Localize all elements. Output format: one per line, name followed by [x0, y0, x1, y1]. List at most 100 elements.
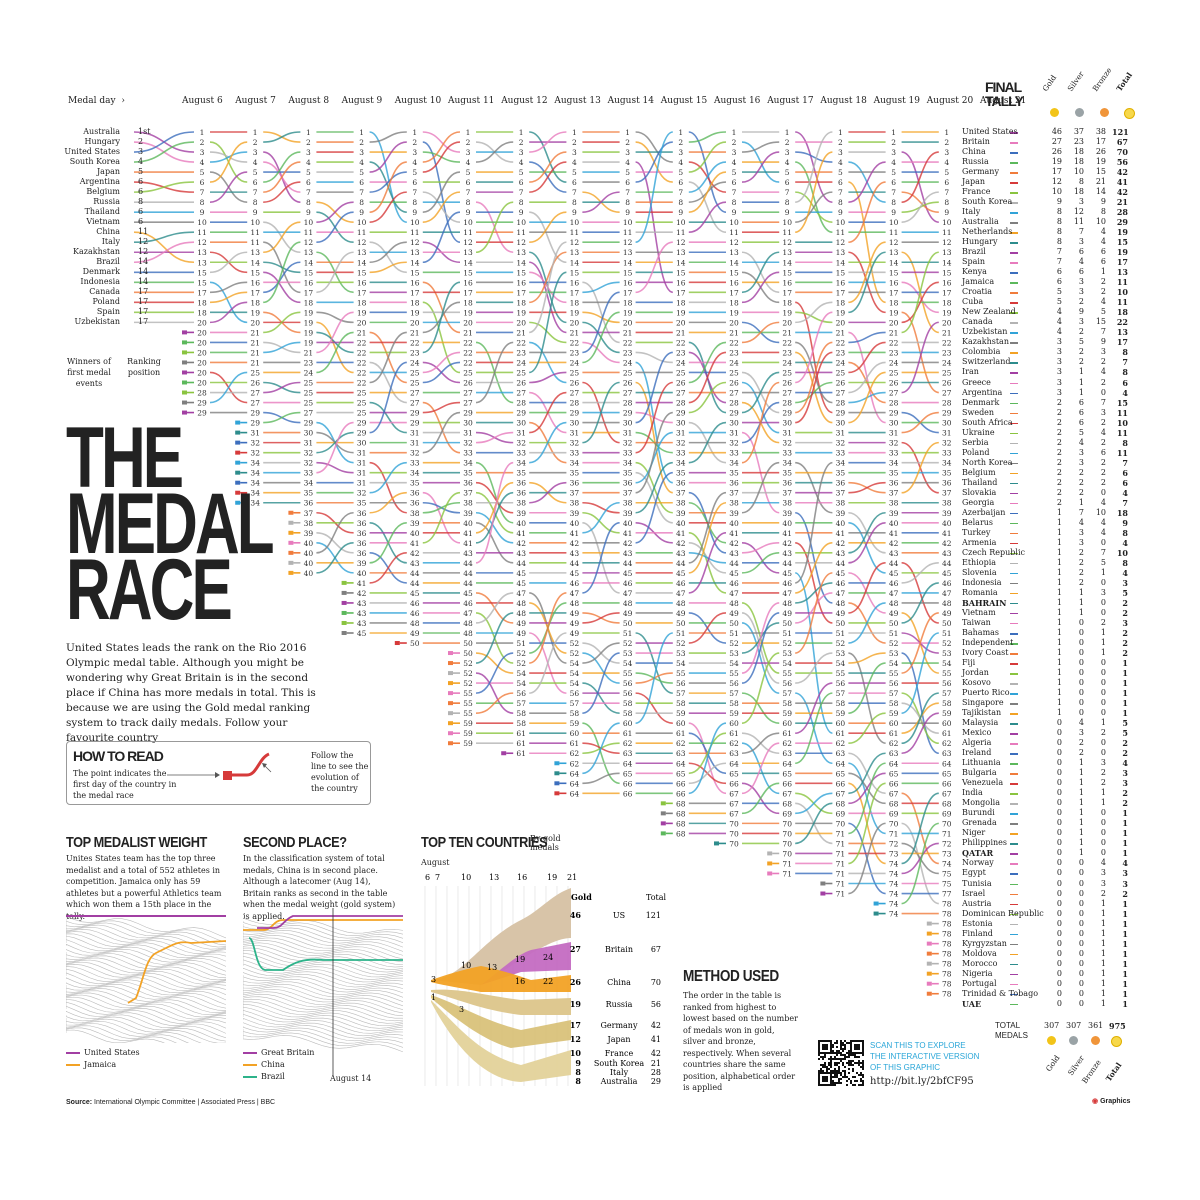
rank-line	[209, 251, 248, 274]
rank-number: 13	[357, 248, 367, 257]
rank-number: 26	[836, 379, 846, 388]
qr-url-link[interactable]: http://bit.ly/2bfCF95	[870, 1076, 974, 1087]
start-country-label: South Korea	[69, 157, 120, 167]
rank-number: 27	[570, 389, 580, 398]
newcomer-marker	[820, 881, 826, 886]
rank-line	[635, 351, 673, 364]
final-silver: 18	[1073, 187, 1084, 197]
rank-number: 46	[570, 579, 580, 588]
rank-number: 60	[570, 729, 580, 738]
second-bg-line	[243, 955, 403, 978]
rank-number: 23	[782, 348, 792, 357]
final-total: 8	[1122, 527, 1128, 538]
rank-number: 19	[570, 308, 580, 317]
rank-number: 43	[623, 549, 633, 558]
rank-number: 57	[836, 689, 846, 698]
rank-number: 32	[836, 439, 846, 448]
rank-number: 11	[357, 228, 367, 237]
final-silver: 1	[1078, 367, 1084, 377]
rank-number: 60	[836, 719, 846, 728]
qr-code-icon[interactable]	[818, 1040, 864, 1086]
rank-number: 5	[466, 168, 471, 177]
rank-number: 47	[729, 589, 739, 598]
rank-number: 17	[942, 288, 952, 297]
final-silver: 5	[1078, 337, 1084, 347]
rank-number: 26	[889, 379, 899, 388]
final-bronze: 9	[1100, 197, 1106, 207]
rank-number: 4	[625, 158, 630, 167]
rank-number: 30	[463, 419, 473, 428]
rank-number: 58	[516, 719, 526, 728]
rank-number: 25	[410, 379, 420, 388]
rank-number: 31	[516, 429, 526, 438]
weight-bg-line	[66, 1001, 226, 1024]
final-connector	[1010, 743, 1018, 745]
rank-number: 10	[250, 218, 260, 227]
rank-number: 40	[410, 529, 420, 538]
final-connector	[1010, 733, 1018, 735]
rank-line	[263, 221, 301, 254]
rank-number: 66	[836, 779, 846, 788]
topten-stream	[431, 995, 571, 1048]
rank-line	[635, 131, 674, 244]
start-country-label: Russia	[93, 197, 120, 207]
final-country: Bahamas	[962, 628, 1000, 637]
rank-number: 8	[519, 198, 524, 207]
second-legend-gb: Great Britain	[243, 1047, 314, 1059]
rank-number: 8	[412, 198, 417, 207]
rank-number: 25	[304, 379, 314, 388]
final-bronze: 0	[1100, 818, 1106, 828]
rank-line	[529, 371, 567, 384]
rank-number: 71	[836, 859, 846, 868]
total-silver-value: 307	[1066, 1021, 1082, 1030]
start-rank-label: 6	[138, 217, 144, 227]
rank-number: 29	[889, 409, 899, 418]
final-bronze: 2	[1100, 888, 1106, 898]
rank-line	[422, 501, 461, 514]
rank-number: 22	[357, 368, 367, 377]
rank-number: 20	[197, 379, 207, 388]
ranking-note: Ranking position	[127, 357, 161, 377]
final-gold: 0	[1056, 718, 1062, 728]
rank-line	[475, 491, 514, 544]
newcomer-marker	[554, 761, 560, 766]
rank-line	[688, 181, 727, 233]
final-country: Poland	[962, 447, 990, 457]
rank-number: 64	[942, 759, 952, 768]
rank-number: 34	[250, 459, 260, 468]
final-connector	[1010, 362, 1018, 364]
rank-line	[582, 501, 620, 534]
rank-number: 46	[623, 579, 633, 588]
final-silver: 1	[1078, 788, 1084, 798]
stream-label: 3	[431, 975, 436, 984]
second-bg-line	[243, 959, 403, 980]
final-country: Cuba	[962, 297, 984, 307]
start-country-label: United States	[64, 147, 120, 157]
rank-line	[635, 471, 673, 524]
rank-number: 63	[623, 749, 633, 758]
rank-number: 28	[889, 399, 899, 408]
final-total: 1	[1122, 848, 1128, 859]
rank-number: 34	[410, 469, 420, 478]
second-bg-line	[243, 967, 403, 985]
final-bronze: 3	[1100, 407, 1106, 417]
rank-number: 40	[463, 519, 473, 528]
medal-day-label: Medal day ›	[68, 96, 125, 106]
rank-number: 40	[304, 569, 314, 578]
final-gold: 8	[1056, 207, 1062, 217]
final-silver: 4	[1078, 437, 1084, 447]
rank-number: 17	[729, 288, 739, 297]
rank-number: 4	[253, 158, 258, 167]
rank-line	[794, 161, 833, 233]
jamaica-line	[127, 940, 226, 1004]
rank-number: 29	[623, 409, 633, 418]
final-total: 13	[1116, 327, 1128, 338]
winners-note: Winners of first medal events	[67, 357, 111, 388]
newcomer-marker	[182, 410, 187, 415]
final-country: Georgia	[962, 497, 995, 507]
final-total: 3	[1122, 617, 1128, 628]
rank-line	[422, 141, 461, 173]
final-country: Portugal	[962, 978, 997, 988]
day-header-11: August 16	[714, 96, 761, 106]
final-total: 41	[1116, 177, 1128, 188]
